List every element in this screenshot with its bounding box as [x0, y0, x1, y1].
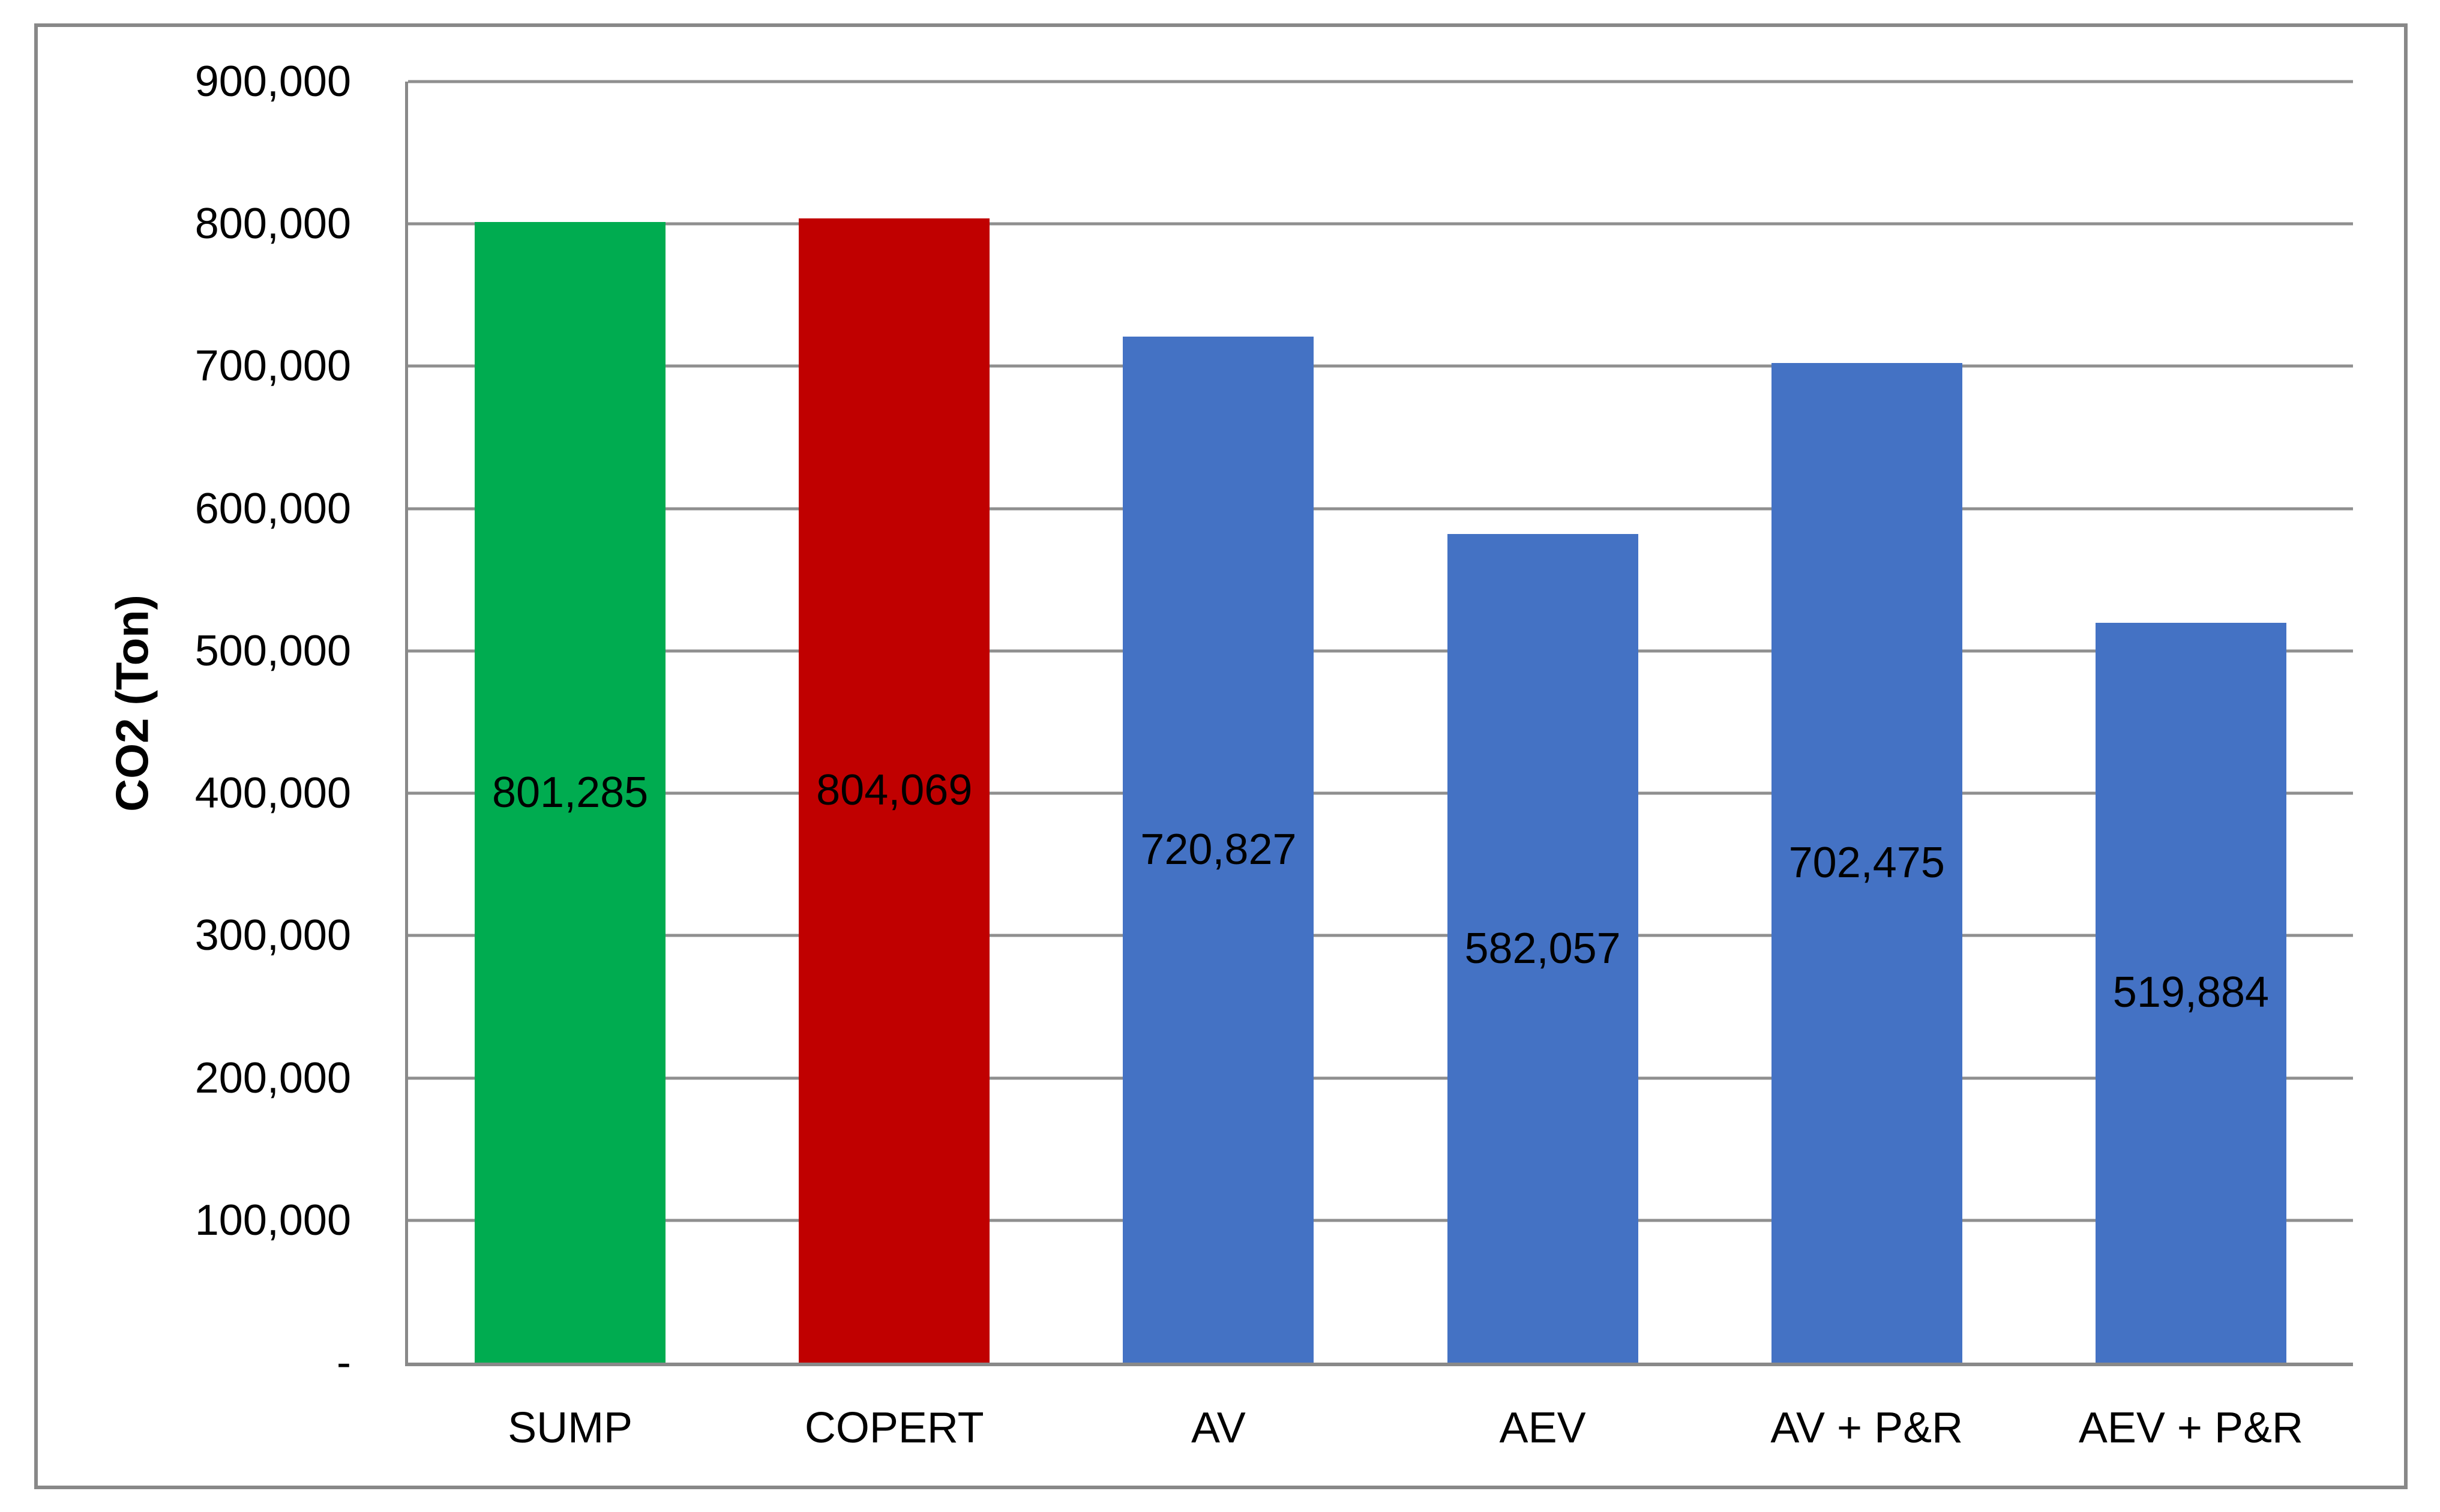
y-tick-label: 400,000 — [194, 769, 351, 818]
gridline — [408, 1219, 2353, 1222]
x-axis-category-labels: SUMP COPERT AV AEV AV + P&R AEV + P&R — [408, 1401, 2353, 1455]
plot-area: 801,285 804,069 720,827 582,057 702,475 519,8… — [405, 80, 2353, 1366]
gridline — [408, 934, 2353, 937]
gridline — [408, 80, 2353, 83]
x-axis-line — [408, 1363, 2353, 1366]
y-tick-label: 700,000 — [194, 342, 351, 391]
gridline — [408, 364, 2353, 368]
y-axis-tick-labels: - 100,000 200,000 300,000 400,000 500,000 600,… — [90, 60, 351, 1384]
gridline — [408, 507, 2353, 511]
bar-AV + P&R — [1771, 362, 1962, 1363]
bar-value-label: 720,827 — [1140, 826, 1297, 874]
bar-AEV — [1447, 534, 1638, 1363]
bar-value-label: 801,285 — [491, 768, 649, 817]
gridline — [408, 791, 2353, 795]
gridline — [408, 1076, 2353, 1080]
bar-value-label: 804,069 — [816, 766, 973, 815]
x-category-label: AEV — [1499, 1404, 1586, 1452]
bar-AEV + P&R — [2095, 622, 2286, 1363]
y-tick-label: 900,000 — [194, 58, 351, 106]
bar-SUMP — [475, 222, 666, 1363]
y-tick-label: 200,000 — [194, 1054, 351, 1102]
y-tick-label: 500,000 — [194, 626, 351, 675]
gridline — [408, 649, 2353, 653]
y-tick-label: 300,000 — [194, 911, 351, 960]
x-category-label: SUMP — [508, 1404, 633, 1452]
y-tick-label: - — [337, 1339, 351, 1387]
bar-value-label: 702,475 — [1788, 838, 1945, 887]
bar-AV — [1123, 337, 1314, 1363]
x-category-label: AV — [1191, 1404, 1246, 1452]
bar-value-label: 582,057 — [1464, 924, 1621, 973]
x-category-label: COPERT — [804, 1404, 984, 1452]
x-category-label: AEV + P&R — [2078, 1404, 2303, 1452]
y-tick-label: 600,000 — [194, 484, 351, 533]
y-tick-label: 800,000 — [194, 200, 351, 248]
bar-value-label: 519,884 — [2112, 968, 2270, 1017]
gridline — [408, 222, 2353, 226]
x-category-label: AV + P&R — [1770, 1404, 1964, 1452]
y-tick-label: 100,000 — [194, 1196, 351, 1244]
bar-COPERT — [799, 218, 990, 1363]
y-axis-line — [405, 82, 408, 1366]
chart-outer-border — [34, 23, 2408, 1489]
